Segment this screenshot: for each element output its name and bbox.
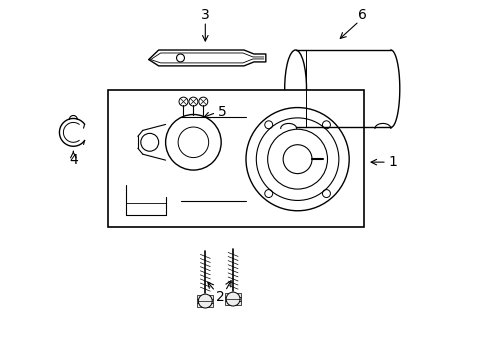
Text: 3: 3 <box>201 8 209 22</box>
Text: 1: 1 <box>387 155 396 169</box>
Bar <box>224 293 241 297</box>
Ellipse shape <box>284 50 306 127</box>
Circle shape <box>198 294 212 308</box>
Bar <box>108 90 364 227</box>
Circle shape <box>225 292 240 306</box>
Bar <box>224 301 241 305</box>
Bar <box>197 295 213 299</box>
Bar <box>197 299 213 303</box>
Text: 2: 2 <box>215 290 224 304</box>
Text: 4: 4 <box>69 153 78 167</box>
Text: 6: 6 <box>357 8 366 22</box>
Bar <box>224 297 241 301</box>
Text: 5: 5 <box>217 104 226 118</box>
Bar <box>197 303 213 307</box>
